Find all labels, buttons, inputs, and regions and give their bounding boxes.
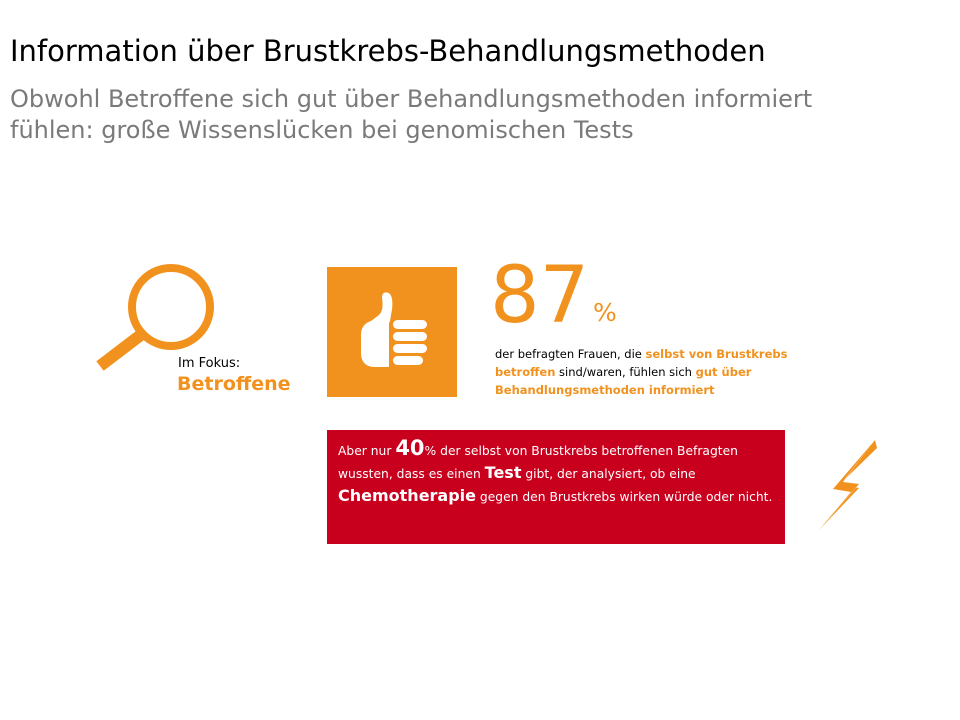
subtitle-line-1: Obwohl Betroffene sich gut über Behandlu… xyxy=(10,85,813,113)
callout-text-2: % der selbst von Brustkrebs betroffenen … xyxy=(338,444,738,481)
stat-desc-highlight-2: gut über Behandlungsmethoden informiert xyxy=(495,365,752,397)
lightning-icon xyxy=(819,440,877,530)
stat-number: 87 xyxy=(490,251,590,341)
slide-title: Information über Brustkrebs-Behandlungsm… xyxy=(10,34,766,68)
stat-unit: % xyxy=(593,298,617,327)
callout-highlight-chemo: Chemotherapie xyxy=(338,486,477,505)
callout-text-1: Aber nur xyxy=(338,444,396,458)
callout-box: Aber nur 40% der selbst von Brustkrebs b… xyxy=(327,430,785,544)
stat-desc-text-2: sind/waren, fühlen sich xyxy=(555,365,696,379)
slide-subtitle: Obwohl Betroffene sich gut über Behandlu… xyxy=(10,84,950,146)
focus-value: Betroffene xyxy=(177,373,291,395)
callout-highlight-number: 40 xyxy=(395,436,425,460)
focus-label: Im Fokus: xyxy=(178,356,241,371)
stat-description: der befragten Frauen, die selbst von Bru… xyxy=(495,345,815,399)
thumbs-up-tile xyxy=(327,267,457,397)
magnifier-icon xyxy=(96,264,214,371)
thumbs-up-icon xyxy=(361,292,427,367)
callout-text-4: gegen den Brustkrebs wirken würde oder n… xyxy=(476,490,773,504)
subtitle-line-2: fühlen: große Wissenslücken bei genomisc… xyxy=(10,116,634,144)
stat-desc-highlight-1: selbst von Brustkrebs betroffen xyxy=(495,347,788,379)
callout-highlight-test: Test xyxy=(484,463,522,482)
callout-text-3: gibt, der analysiert, ob eine xyxy=(521,467,696,481)
stat-desc-text-1: der befragten Frauen, die xyxy=(495,347,646,361)
